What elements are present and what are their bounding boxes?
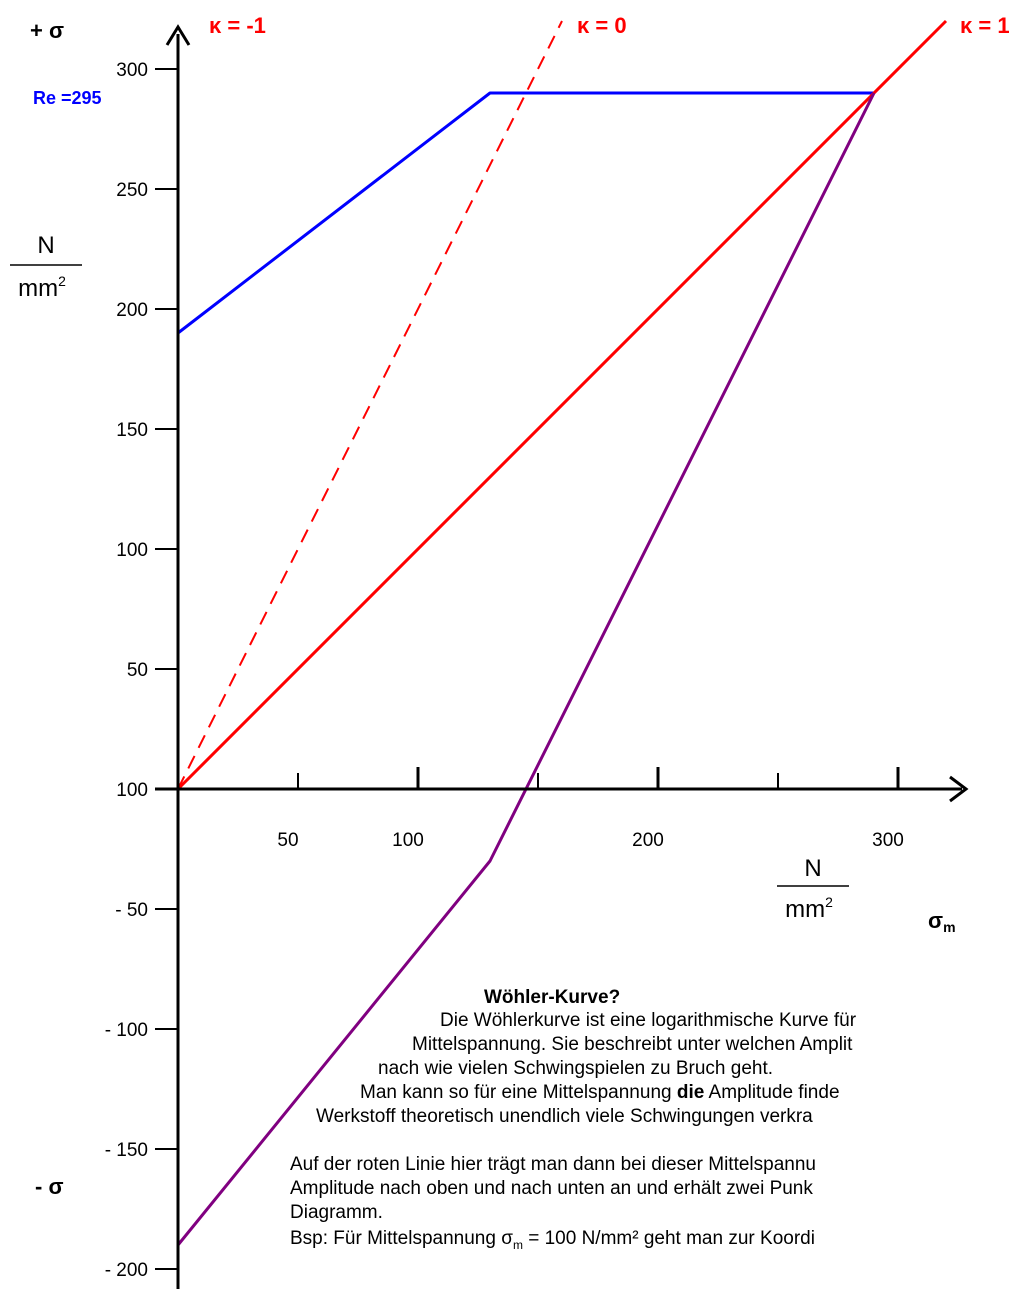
series-line-3 <box>176 92 876 1246</box>
y-tick-label-8: - 100 <box>105 1020 148 1041</box>
x-axis-label-sigma: σ <box>928 908 943 933</box>
y-tick-label-6: 100 <box>116 780 148 801</box>
explanation-line-6: Auf der roten Linie hier trägt man dann … <box>290 1154 816 1175</box>
series-line-2 <box>176 19 948 791</box>
y-tick-label-9: - 150 <box>105 1140 148 1161</box>
x-tick-label-0: 50 <box>277 830 298 851</box>
x-unit-denominator-unit: mm <box>785 896 825 923</box>
explanation-line-9-pre: Bsp: Für Mittelspannung σ <box>290 1228 513 1249</box>
y-axis-arrow <box>165 24 191 46</box>
explanation-line-2: Mittelspannung. Sie beschreibt unter wel… <box>412 1034 853 1055</box>
y-tick-label-0: 300 <box>116 60 148 81</box>
yield-strength-label: Re =295 <box>33 88 102 108</box>
x-tick-label-2: 200 <box>632 830 664 851</box>
x-unit-numerator: N <box>804 855 821 882</box>
explanation-line-9-sub: m <box>512 1237 523 1252</box>
kappa-label-0: κ = -1 <box>209 13 266 38</box>
y-tick-label-10: - 200 <box>105 1260 148 1281</box>
y-tick-label-3: 150 <box>116 420 148 441</box>
explanation-title: Wöhler-Kurve? <box>484 987 621 1008</box>
explanation-line-1: Die Wöhlerkurve ist eine logarithmische … <box>440 1010 857 1031</box>
y-tick-label-1: 250 <box>116 180 148 201</box>
explanation-line-3: nach wie vielen Schwingspielen zu Bruch … <box>378 1058 774 1079</box>
series-line-0 <box>177 91 874 335</box>
y-tick-label-5: 50 <box>127 660 148 681</box>
y-tick-label-7: - 50 <box>115 900 148 921</box>
explanation-line-4-pre: Man kann so für eine Mittelspannung <box>360 1082 677 1103</box>
kappa-label-1: κ = 0 <box>577 13 627 38</box>
y-unit-numerator: N <box>37 232 54 259</box>
explanation-line-9: Bsp: Für Mittelspannung σm = 100 N/mm² g… <box>290 1227 815 1257</box>
y-tick-label-4: 100 <box>116 540 148 561</box>
series-line-1 <box>177 20 563 790</box>
x-tick-label-1: 100 <box>392 830 424 851</box>
explanation-line-4: Man kann so für eine Mittelspannung die … <box>360 1081 840 1104</box>
x-tick-label-3: 300 <box>872 830 904 851</box>
explanation-line-9-post: = 100 N/mm² geht man zur Koordi <box>522 1228 815 1249</box>
explanation-line-8: Diagramm. <box>290 1202 383 1223</box>
x-axis-arrow <box>949 775 969 803</box>
kappa-label-2: κ = 1 <box>960 13 1010 38</box>
y-unit-denominator-exponent: 2 <box>58 273 66 289</box>
y-unit-denominator: mm2 <box>18 273 66 302</box>
explanation-line-4-bold: die <box>676 1082 705 1103</box>
x-unit-denominator: mm2 <box>785 894 833 923</box>
x-axis-label-subscript: m <box>943 919 955 935</box>
explanation-line-5: Werkstoff theoretisch unendlich viele Sc… <box>316 1106 813 1127</box>
y-axis-negative-label: - σ <box>35 1174 64 1199</box>
explanation-line-4-post: Amplitude finde <box>704 1082 840 1103</box>
x-unit-denominator-exponent: 2 <box>825 894 833 910</box>
y-tick-label-2: 200 <box>116 300 148 321</box>
y-unit-denominator-unit: mm <box>18 275 58 302</box>
x-axis-label: σm <box>928 908 956 935</box>
explanation-line-7: Amplitude nach oben und nach unten an un… <box>290 1178 813 1199</box>
y-axis-positive-label: + σ <box>30 18 64 43</box>
